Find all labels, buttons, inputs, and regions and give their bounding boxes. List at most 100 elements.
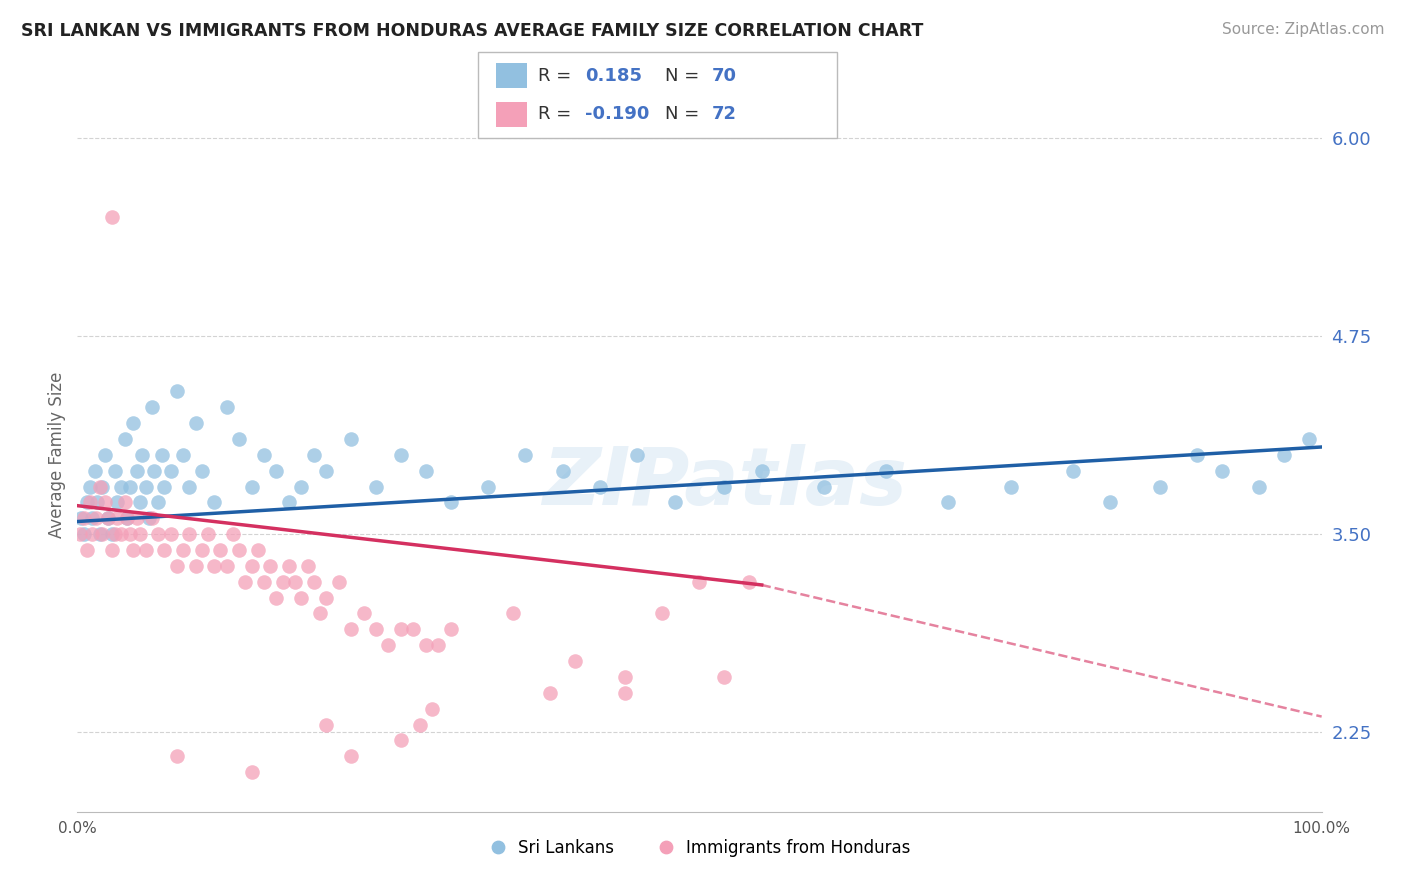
Point (76, 543, 98, 558)
Point (172, 543, 194, 558)
Point (202, 558, 225, 573)
Point (179, 527, 201, 541)
Point (290, 480, 312, 494)
Point (340, 432, 363, 446)
Point (101, 527, 124, 541)
Text: R =: R = (538, 105, 572, 123)
Legend: Sri Lankans, Immigrants from Honduras: Sri Lankans, Immigrants from Honduras (482, 832, 917, 864)
Point (515, 448, 537, 462)
Point (564, 654, 586, 668)
Point (626, 448, 648, 462)
Point (135, 480, 157, 494)
Point (222, 527, 245, 541)
Point (240, 480, 263, 494)
Point (150, 448, 173, 462)
Point (97, 511, 120, 525)
Point (389, 623, 412, 637)
Point (538, 686, 561, 700)
Point (284, 574, 307, 589)
Point (253, 574, 276, 589)
Point (76, 495, 98, 509)
Point (277, 558, 299, 573)
Point (172, 448, 194, 462)
Point (184, 558, 207, 573)
Point (115, 511, 138, 525)
Point (266, 591, 288, 605)
Point (253, 448, 276, 462)
Text: R =: R = (538, 67, 572, 85)
Point (738, 574, 761, 589)
Point (938, 495, 960, 509)
Point (1298, 432, 1320, 446)
Point (138, 511, 160, 525)
Point (364, 480, 387, 494)
Point (72, 511, 94, 525)
Point (340, 749, 363, 764)
Point (101, 543, 124, 558)
Point (1187, 448, 1209, 462)
Point (439, 623, 461, 637)
Point (439, 495, 461, 509)
Text: SRI LANKAN VS IMMIGRANTS FROM HONDURAS AVERAGE FAMILY SIZE CORRELATION CHART: SRI LANKAN VS IMMIGRANTS FROM HONDURAS A… (21, 22, 924, 40)
Point (315, 717, 337, 731)
Point (89, 527, 111, 541)
Point (114, 495, 136, 509)
Point (215, 401, 238, 415)
Point (122, 416, 145, 430)
Point (427, 638, 450, 652)
Text: -0.190: -0.190 (585, 105, 650, 123)
Point (131, 448, 153, 462)
Point (122, 543, 145, 558)
Point (179, 480, 201, 494)
Point (233, 574, 256, 589)
Point (246, 543, 269, 558)
Point (93, 448, 115, 462)
Point (613, 670, 636, 684)
Point (159, 527, 181, 541)
Point (389, 733, 412, 747)
Point (302, 448, 325, 462)
Point (613, 686, 636, 700)
Point (110, 480, 132, 494)
Text: 0.185: 0.185 (585, 67, 643, 85)
Point (315, 464, 337, 478)
Point (290, 591, 312, 605)
Point (97, 511, 120, 525)
Point (191, 543, 214, 558)
Point (402, 623, 425, 637)
Point (297, 558, 319, 573)
Point (1211, 464, 1233, 478)
Point (266, 464, 288, 478)
Point (813, 480, 835, 494)
Point (148, 495, 170, 509)
Point (689, 574, 711, 589)
Point (551, 464, 574, 478)
Point (751, 464, 773, 478)
Point (91, 527, 114, 541)
Text: N =: N = (665, 67, 699, 85)
Point (166, 384, 188, 399)
Point (271, 574, 294, 589)
Point (141, 401, 163, 415)
Point (1000, 480, 1022, 494)
Text: 70: 70 (711, 67, 737, 85)
Point (110, 527, 132, 541)
Point (502, 607, 524, 621)
Point (114, 432, 136, 446)
Point (1062, 464, 1084, 478)
Point (309, 607, 332, 621)
Point (420, 701, 443, 715)
Point (1249, 480, 1271, 494)
Point (118, 527, 141, 541)
Point (340, 623, 363, 637)
Point (589, 480, 612, 494)
Point (377, 638, 399, 652)
Point (84, 511, 107, 525)
Point (135, 543, 157, 558)
Point (70, 511, 93, 525)
Point (259, 558, 281, 573)
Point (128, 495, 150, 509)
Point (89, 480, 111, 494)
Point (1149, 480, 1171, 494)
Point (105, 495, 128, 509)
